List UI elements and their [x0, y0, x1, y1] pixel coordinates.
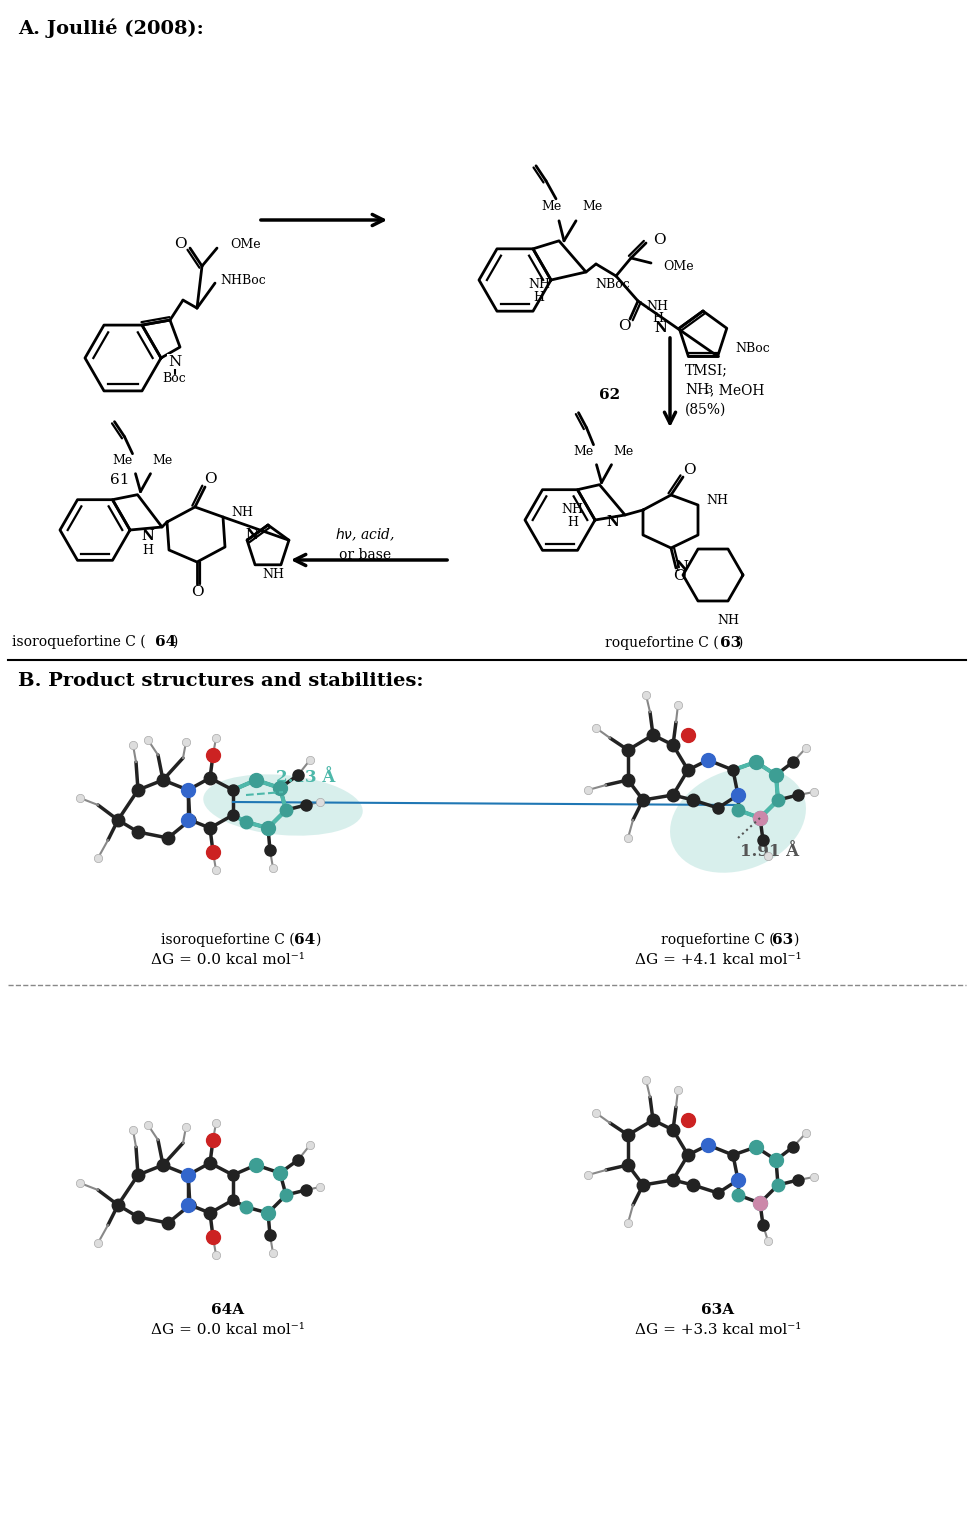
Text: O: O	[173, 236, 186, 251]
Text: NH: NH	[231, 506, 253, 518]
Text: NHBoc: NHBoc	[220, 274, 266, 286]
Text: 61: 61	[110, 473, 130, 486]
Text: ): )	[172, 635, 177, 648]
Text: (85%): (85%)	[685, 403, 727, 417]
Text: 62: 62	[599, 388, 620, 401]
Text: 2.13 Å: 2.13 Å	[276, 770, 335, 786]
Text: ): )	[793, 933, 799, 947]
Text: OMe: OMe	[230, 238, 261, 250]
Text: Me: Me	[153, 453, 172, 467]
Text: or base: or base	[339, 548, 392, 562]
Text: ΔG = 0.0 kcal mol⁻¹: ΔG = 0.0 kcal mol⁻¹	[151, 953, 305, 967]
Text: O: O	[683, 464, 695, 477]
Text: ΔG = +4.1 kcal mol⁻¹: ΔG = +4.1 kcal mol⁻¹	[635, 953, 802, 967]
Text: H: H	[567, 517, 578, 529]
Text: NBoc: NBoc	[595, 279, 630, 291]
Ellipse shape	[204, 774, 362, 836]
Text: A. Joullié (2008):: A. Joullié (2008):	[18, 18, 204, 38]
Text: N: N	[655, 321, 667, 335]
Text: ): )	[737, 636, 742, 650]
Text: H: H	[653, 312, 663, 326]
Text: Me: Me	[582, 200, 602, 212]
Text: 64: 64	[155, 635, 176, 648]
Text: TMSI;: TMSI;	[685, 364, 728, 377]
Text: roquefortine C (: roquefortine C (	[661, 933, 774, 947]
Text: Me: Me	[574, 445, 593, 458]
Text: N: N	[674, 561, 688, 574]
Text: 3: 3	[705, 385, 712, 395]
Text: NH: NH	[262, 568, 284, 582]
Text: NH: NH	[528, 277, 550, 291]
Text: O: O	[673, 570, 686, 583]
Text: Me: Me	[542, 200, 562, 212]
Text: N: N	[245, 529, 258, 542]
Text: 64A: 64A	[211, 1303, 244, 1317]
Text: OMe: OMe	[663, 259, 693, 273]
Text: ΔG = +3.3 kcal mol⁻¹: ΔG = +3.3 kcal mol⁻¹	[635, 1323, 802, 1338]
Text: O: O	[204, 473, 216, 486]
Text: ): )	[316, 933, 320, 947]
Text: $h\nu$, acid,: $h\nu$, acid,	[335, 527, 395, 544]
Text: 63A: 63A	[701, 1303, 734, 1317]
Text: , MeOH: , MeOH	[710, 383, 765, 397]
Text: NH: NH	[561, 503, 583, 517]
Text: O: O	[618, 320, 630, 333]
Text: NH: NH	[717, 614, 739, 627]
Text: NBoc: NBoc	[735, 341, 769, 355]
Text: O: O	[653, 233, 665, 247]
Text: Me: Me	[614, 445, 634, 458]
Text: 64: 64	[294, 933, 316, 947]
Text: NH: NH	[706, 494, 728, 508]
Text: isoroquefortine C (: isoroquefortine C (	[161, 933, 295, 947]
Text: Boc: Boc	[163, 373, 186, 385]
Text: 63: 63	[772, 933, 794, 947]
Text: H: H	[142, 544, 154, 558]
Text: B. Product structures and stabilities:: B. Product structures and stabilities:	[18, 673, 424, 689]
Text: N: N	[168, 355, 181, 368]
Text: NH: NH	[685, 383, 709, 397]
Text: O: O	[191, 585, 204, 598]
Text: N: N	[141, 530, 154, 544]
Text: H: H	[534, 291, 544, 305]
Text: 63: 63	[720, 636, 741, 650]
Text: isoroquefortine C (: isoroquefortine C (	[12, 635, 146, 650]
Text: N: N	[607, 515, 619, 530]
Text: roquefortine C (: roquefortine C (	[605, 636, 719, 650]
Text: ΔG = 0.0 kcal mol⁻¹: ΔG = 0.0 kcal mol⁻¹	[151, 1323, 305, 1338]
Text: 1.91 Å: 1.91 Å	[740, 844, 799, 861]
Text: Me: Me	[112, 453, 132, 467]
Ellipse shape	[670, 767, 805, 873]
Text: NH: NH	[646, 300, 668, 312]
